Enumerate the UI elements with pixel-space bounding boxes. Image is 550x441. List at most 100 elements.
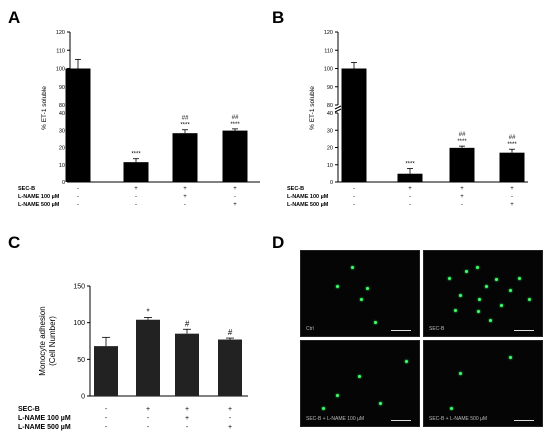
chart-a-condition-mark: + xyxy=(183,194,187,200)
chart-b-bar-2 xyxy=(397,173,423,182)
fluorescent-cell xyxy=(448,277,451,280)
fluorescent-cell xyxy=(509,356,512,359)
chart-a-condition-mark: - xyxy=(77,194,79,200)
chart-b-bar-4 xyxy=(499,152,525,182)
fluorescent-cell xyxy=(528,298,531,301)
chart-a-significance-star: **** xyxy=(131,152,141,158)
fluorescent-cell xyxy=(459,372,462,375)
chart-b-tick-label: 120 xyxy=(324,30,333,36)
chart-b-condition-mark: + xyxy=(510,186,514,192)
scale-bar xyxy=(514,330,534,331)
chart-a-condition-mark: + xyxy=(233,186,237,192)
chart-a-condition-mark: - xyxy=(135,194,137,200)
chart-a-condition-mark: + xyxy=(233,202,237,208)
chart-b-condition-mark: - xyxy=(353,202,355,208)
panel-a-letter: A xyxy=(8,8,21,27)
chart-a-y-axis-label: % ET-1 soluble xyxy=(41,86,48,130)
fluorescent-cell xyxy=(509,289,512,292)
fluorescent-cell xyxy=(405,360,408,363)
chart-b-tick-label: 90 xyxy=(327,85,333,91)
fluorescent-cell xyxy=(477,310,480,313)
chart-a-bar-1 xyxy=(65,68,91,182)
micrograph-label: SEC-B + L-NAME 500 µM xyxy=(429,416,488,422)
chart-a-tick-label: 90 xyxy=(59,85,65,91)
chart-a-condition-mark: + xyxy=(183,186,187,192)
chart-c-condition-mark: + xyxy=(185,406,189,413)
chart-c-tick-label: 50 xyxy=(77,357,85,364)
panel-d-letter: D xyxy=(272,233,285,252)
micrograph: SEC-B + L-NAME 500 µM xyxy=(423,340,543,427)
scale-bar xyxy=(514,420,534,421)
panel-c-letter: C xyxy=(8,233,21,252)
chart-a-significance-star: **** xyxy=(180,123,190,129)
chart-a-significance-hash: ## xyxy=(182,116,189,122)
chart-b-condition-mark: + xyxy=(460,186,464,192)
fluorescent-cell xyxy=(358,375,361,378)
chart-a-condition-mark: - xyxy=(77,202,79,208)
fluorescent-cell xyxy=(336,285,339,288)
chart-b-tick-label: 40 xyxy=(327,111,333,117)
chart-b-significance-star: **** xyxy=(507,142,517,148)
chart-c-y-axis-label: Monocyte adhesion xyxy=(38,306,47,375)
fluorescent-cell xyxy=(450,407,453,410)
chart-c-condition-mark: - xyxy=(105,415,108,422)
chart-b-axis-break-mark xyxy=(334,105,342,113)
chart-c-bar-1 xyxy=(94,346,118,396)
chart-b-bar-3 xyxy=(449,147,475,182)
chart-b-tick-label: 20 xyxy=(327,146,333,152)
chart-a-condition-mark: - xyxy=(184,202,186,208)
micrograph: Ctrl xyxy=(300,250,420,337)
chart-a-bar-2 xyxy=(123,162,149,182)
chart-a-condition-label: L-NAME 500 µM xyxy=(18,202,60,208)
fluorescent-cell xyxy=(489,319,492,322)
fluorescent-cell xyxy=(478,298,481,301)
chart-b-condition-mark: - xyxy=(409,194,411,200)
fluorescent-cell xyxy=(360,298,363,301)
chart-b-tick-label: 10 xyxy=(327,163,333,169)
chart-c-condition-mark: - xyxy=(186,424,189,431)
chart-c-y-axis-label-unit: (Cell Number) xyxy=(48,316,57,366)
chart-c-condition-label: L-NAME 500 µM xyxy=(18,424,71,431)
chart-b-condition-mark: - xyxy=(409,202,411,208)
fluorescent-cell xyxy=(366,287,369,290)
chart-b-condition-label: L-NAME 100 µM xyxy=(287,194,329,200)
chart-c-condition-mark: - xyxy=(105,406,108,413)
chart-c-tick-label: 100 xyxy=(73,320,85,327)
chart-a-bar-4 xyxy=(222,130,248,182)
chart-a-tick-label: 30 xyxy=(59,128,65,134)
chart-b-condition-mark: - xyxy=(353,186,355,192)
fluorescent-cell xyxy=(500,304,503,307)
chart-c-condition-mark: - xyxy=(147,424,150,431)
micrograph: SEC-B xyxy=(423,250,543,337)
chart-c-condition-label: SEC-B xyxy=(18,406,40,413)
chart-a-condition-mark: - xyxy=(234,194,236,200)
chart-a-tick-label: 120 xyxy=(56,30,65,36)
chart-a-condition-label: SEC-B xyxy=(18,186,35,192)
fluorescent-cell xyxy=(454,309,457,312)
chart-b-condition-mark: + xyxy=(510,202,514,208)
chart-c-condition-mark: - xyxy=(229,415,232,422)
chart-a-tick-label: 80 xyxy=(59,103,65,109)
chart-c-condition-mark: + xyxy=(228,406,232,413)
fluorescent-cell xyxy=(351,266,354,269)
fluorescent-cell xyxy=(322,407,325,410)
chart-b-condition-mark: - xyxy=(511,194,513,200)
chart-c-significance-mark: * xyxy=(146,308,149,317)
chart-b-y-axis-label: % ET-1 soluble xyxy=(309,86,316,130)
chart-c-condition-mark: + xyxy=(146,406,150,413)
chart-b-tick-label: 80 xyxy=(327,103,333,109)
chart-c-tick-label: 0 xyxy=(81,394,85,401)
chart-a-tick-label: 0 xyxy=(62,180,65,186)
chart-a-tick-label: 110 xyxy=(56,48,65,54)
chart-b-condition-mark: - xyxy=(461,202,463,208)
chart-b-tick-label: 110 xyxy=(324,48,333,54)
fluorescent-cell xyxy=(485,285,488,288)
chart-b-condition-label: SEC-B xyxy=(287,186,304,192)
chart-c-condition-mark: + xyxy=(228,424,232,431)
fluorescent-cell xyxy=(336,394,339,397)
chart-c-significance-mark: # xyxy=(185,319,190,328)
chart-b-condition-mark: + xyxy=(408,186,412,192)
scale-bar xyxy=(391,420,411,421)
chart-b-tick-label: 100 xyxy=(324,67,333,73)
chart-b-tick-label: 0 xyxy=(330,180,333,186)
